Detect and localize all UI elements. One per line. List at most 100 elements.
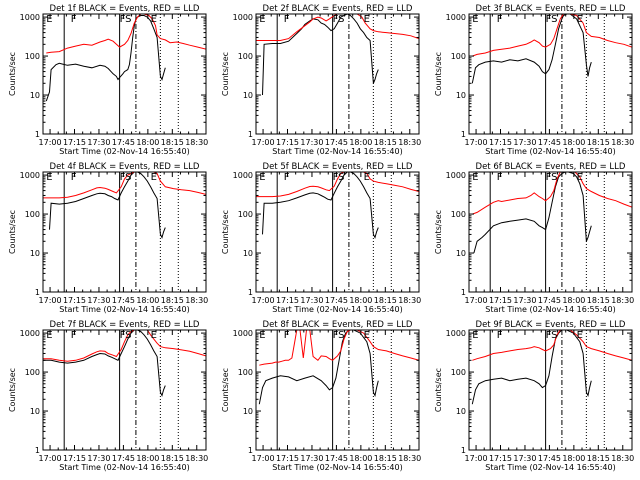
lld-line <box>259 330 419 366</box>
x-axis-label: Start Time (02-Nov-14 16:55:40) <box>272 305 402 314</box>
x-tick-label: 18:30 <box>398 296 421 305</box>
x-tick-label: 18:30 <box>611 454 634 463</box>
panel-title: Det 5f BLACK = Events, RED = LLD <box>263 162 413 172</box>
marker-flag-label: E <box>577 14 583 25</box>
plot-frame <box>468 13 633 135</box>
marker-flag-label: E <box>151 14 157 25</box>
x-tick-label: 17:15 <box>276 296 299 305</box>
marker-flag-label: F <box>284 330 290 341</box>
x-axis-label: Start Time (02-Nov-14 16:55:40) <box>485 305 615 314</box>
y-tick-label: 1 <box>35 288 40 297</box>
events-line <box>43 330 166 397</box>
marker-flag-label: F <box>497 14 503 25</box>
x-tick-label: 18:15 <box>161 296 184 305</box>
y-tick-label: 1 <box>248 130 253 139</box>
lld-line <box>43 330 206 362</box>
y-axis-label: Counts/sec <box>221 368 230 412</box>
detector-panel: 1 10 100 1000 17:00 17:15 17:30 17:45 18:00 18:15… <box>8 320 208 472</box>
lld-line <box>256 172 419 198</box>
y-tick-label: 10 <box>30 249 40 258</box>
marker-flag-label: FS <box>120 330 132 341</box>
panel-title: Det 1f BLACK = Events, RED = LLD <box>50 4 200 14</box>
y-tick-label: 1000 <box>20 13 40 22</box>
x-tick-label: 17:15 <box>63 138 86 147</box>
y-tick-label: 10 <box>243 249 253 258</box>
y-tick-label: 1000 <box>233 329 253 338</box>
x-tick-label: 17:00 <box>465 454 488 463</box>
marker-flag-label: E <box>46 14 52 25</box>
x-tick-label: 18:30 <box>185 454 208 463</box>
y-tick-label: 100 <box>25 368 40 377</box>
x-tick-label: 18:30 <box>185 296 208 305</box>
x-tick-label: 17:30 <box>87 454 110 463</box>
plot-frame <box>42 171 207 293</box>
y-tick-label: 1 <box>35 130 40 139</box>
x-tick-label: 17:15 <box>489 454 512 463</box>
x-tick-label: 18:30 <box>398 138 421 147</box>
y-tick-label: 1 <box>461 130 466 139</box>
panel-title: Det 8f BLACK = Events, RED = LLD <box>263 320 413 330</box>
x-axis-label: Start Time (02-Nov-14 16:55:40) <box>59 463 189 472</box>
lld-line <box>46 14 206 54</box>
detector-panel: 1 10 100 1000 17:00 17:15 17:30 17:45 18:00 18:15… <box>221 320 421 472</box>
y-tick-label: 1 <box>35 446 40 455</box>
marker-flag-label: FS <box>546 330 558 341</box>
y-tick-label: 1000 <box>446 171 466 180</box>
x-tick-label: 18:00 <box>349 454 372 463</box>
x-axis-label: Start Time (02-Nov-14 16:55:40) <box>59 305 189 314</box>
y-tick-label: 10 <box>30 407 40 416</box>
lld-line <box>43 172 206 199</box>
events-line <box>258 330 379 405</box>
x-axis-label: Start Time (02-Nov-14 16:55:40) <box>485 463 615 472</box>
series-group <box>256 14 419 96</box>
y-tick-label: 10 <box>456 249 466 258</box>
x-tick-label: 17:00 <box>252 454 275 463</box>
x-tick-label: 18:00 <box>562 454 585 463</box>
lld-line <box>256 14 419 41</box>
x-tick-label: 17:45 <box>112 296 135 305</box>
x-tick-label: 17:30 <box>513 138 536 147</box>
plot-frame <box>42 329 207 451</box>
x-tick-label: 17:30 <box>300 454 323 463</box>
marker-flag-label: FS <box>333 14 345 25</box>
y-tick-label: 1000 <box>446 329 466 338</box>
y-axis-label: Counts/sec <box>434 210 443 254</box>
x-tick-label: 17:30 <box>300 138 323 147</box>
x-tick-label: 17:45 <box>112 138 135 147</box>
y-tick-label: 10 <box>456 407 466 416</box>
marker-flag-label: FS <box>120 14 132 25</box>
x-tick-label: 17:00 <box>465 138 488 147</box>
detector-panel: 1 10 100 1000 17:00 17:15 17:30 17:45 18:00 18:15… <box>221 162 421 314</box>
plot-frame <box>468 171 633 293</box>
marker-flag-label: FS <box>333 172 345 183</box>
plot-frame <box>255 13 420 135</box>
y-tick-label: 100 <box>451 210 466 219</box>
x-tick-label: 17:00 <box>39 138 62 147</box>
x-tick-label: 17:15 <box>63 454 86 463</box>
events-line <box>262 172 379 239</box>
lld-line <box>472 330 632 361</box>
events-line <box>49 172 166 239</box>
x-tick-label: 18:00 <box>136 138 159 147</box>
events-line <box>45 15 166 102</box>
plot-frame <box>255 171 420 293</box>
y-tick-label: 1000 <box>233 13 253 22</box>
detector-panel: 1 10 100 1000 17:00 17:15 17:30 17:45 18:00 18:15… <box>434 162 634 314</box>
marker-flag-label: F <box>284 172 290 183</box>
marker-flag-label: E <box>259 14 265 25</box>
marker-flag-label: F <box>71 172 77 183</box>
marker-flag-label: E <box>151 172 157 183</box>
detector-panel: 1 10 100 1000 17:00 17:15 17:30 17:45 18:00 18:15… <box>434 320 634 472</box>
x-tick-label: 18:15 <box>161 454 184 463</box>
x-tick-label: 18:15 <box>587 138 610 147</box>
x-tick-label: 17:00 <box>252 138 275 147</box>
marker-lines <box>489 172 605 292</box>
y-tick-label: 10 <box>243 407 253 416</box>
panel-title: Det 9f BLACK = Events, RED = LLD <box>476 320 626 330</box>
y-tick-label: 1000 <box>20 171 40 180</box>
x-tick-label: 18:00 <box>562 296 585 305</box>
plot-frame <box>468 329 633 451</box>
marker-flag-label: E <box>364 14 370 25</box>
y-tick-label: 10 <box>456 91 466 100</box>
